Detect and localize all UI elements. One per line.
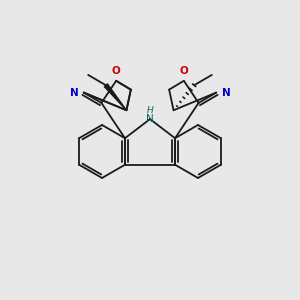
Polygon shape [104, 84, 126, 110]
Text: N: N [70, 88, 78, 98]
Text: O: O [112, 66, 121, 76]
Text: H: H [147, 106, 153, 115]
Text: N: N [221, 88, 230, 98]
Text: N: N [146, 114, 154, 124]
Text: O: O [179, 66, 188, 76]
